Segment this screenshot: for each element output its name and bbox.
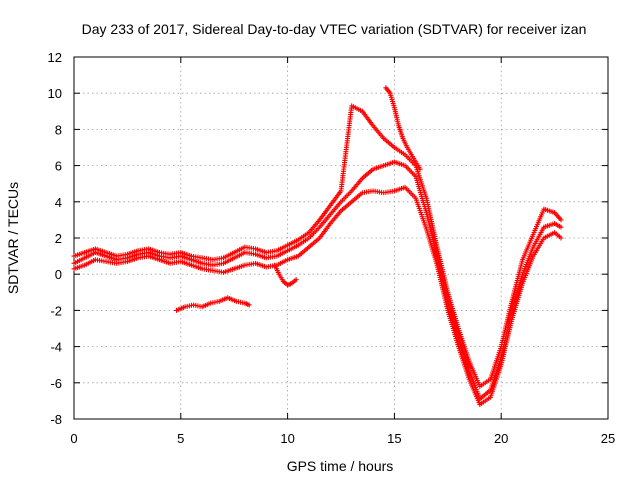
x-tick-label: 20 [494,431,508,446]
y-tick-label: -2 [50,303,62,318]
y-tick-label: 0 [55,267,62,282]
y-tick-label: -4 [50,340,62,355]
y-axis-label: SDTVAR / TECUs [5,182,21,294]
x-tick-labels: 0 5 10 15 20 25 [70,431,615,446]
data-points [71,85,564,408]
y-tick-label: 10 [48,86,62,101]
axis-ticks [73,56,609,420]
y-tick-label: 8 [55,122,62,137]
data-point [246,302,252,308]
y-tick-label: 6 [55,159,62,174]
data-point [417,166,423,172]
y-tick-labels: -8 -6 -4 -2 0 2 4 6 8 10 12 [48,50,62,427]
x-tick-label: 5 [177,431,184,446]
data-point [558,217,564,223]
y-tick-label: 2 [55,231,62,246]
data-point [558,224,564,230]
chart-title: Day 233 of 2017, Sidereal Day-to-day VTE… [82,21,587,37]
y-tick-label: 12 [48,50,62,65]
y-tick-label: -6 [50,376,62,391]
data-point [293,277,299,283]
x-tick-label: 15 [387,431,401,446]
gridlines [74,57,608,419]
x-axis-label: GPS time / hours [287,458,394,474]
x-tick-label: 0 [70,431,77,446]
x-tick-label: 25 [601,431,615,446]
data-point [558,235,564,241]
x-tick-label: 10 [280,431,294,446]
y-tick-label: 4 [55,195,62,210]
y-tick-label: -8 [50,412,62,427]
